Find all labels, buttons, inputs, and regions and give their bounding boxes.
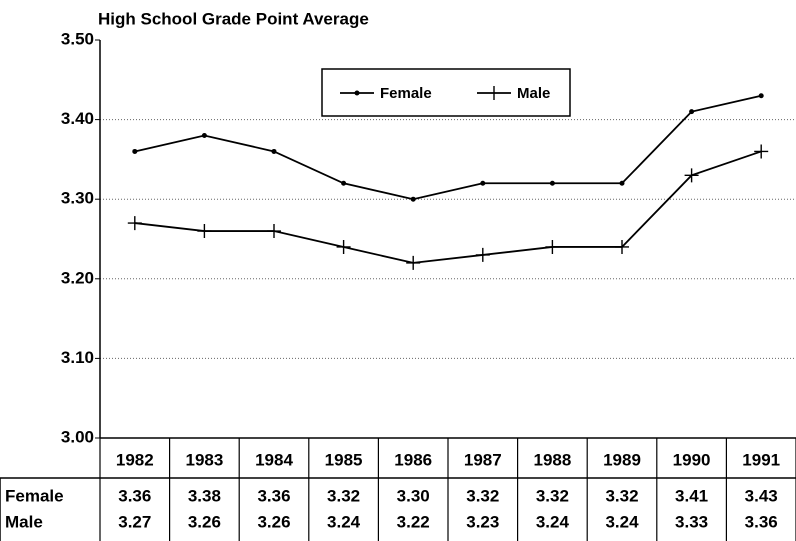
marker: [341, 180, 347, 186]
table-value: 3.24: [605, 512, 639, 531]
x-tick-label: 1985: [325, 450, 363, 469]
x-tick-label: 1983: [185, 450, 223, 469]
table-value: 3.33: [675, 512, 708, 531]
marker: [201, 133, 207, 139]
table-value: 3.32: [327, 486, 360, 505]
marker: [545, 239, 560, 254]
table-value: 3.24: [327, 512, 361, 531]
table-value: 3.30: [397, 486, 430, 505]
marker: [336, 239, 351, 254]
table-value: 3.36: [745, 512, 778, 531]
marker: [406, 255, 421, 270]
legend-label: Male: [517, 85, 550, 102]
y-tick-label: 3.40: [61, 109, 94, 128]
x-tick-label: 1988: [533, 450, 571, 469]
series-line: [134, 94, 762, 201]
y-tick-label: 3.20: [61, 268, 94, 287]
series-line: [134, 150, 762, 264]
y-tick-label: 3.50: [61, 29, 94, 48]
x-tick-label: 1986: [394, 450, 432, 469]
table-value: 3.36: [257, 486, 290, 505]
marker: [684, 168, 699, 183]
marker: [267, 224, 281, 239]
x-tick-label: 1987: [464, 450, 502, 469]
marker: [132, 148, 138, 154]
marker: [689, 109, 695, 115]
table-value: 3.22: [397, 512, 430, 531]
x-tick-label: 1989: [603, 450, 641, 469]
y-tick-label: 3.00: [61, 427, 94, 446]
marker: [480, 180, 486, 186]
table-value: 3.43: [745, 486, 778, 505]
legend-label: Female: [380, 85, 432, 102]
table-value: 3.24: [536, 512, 570, 531]
x-tick-label: 1991: [742, 450, 780, 469]
table-value: 3.27: [118, 512, 151, 531]
table-value: 3.36: [118, 486, 151, 505]
y-tick-label: 3.30: [61, 189, 94, 208]
marker: [619, 180, 625, 186]
x-tick-label: 1984: [255, 450, 293, 469]
table-row-label: Female: [5, 486, 64, 505]
legend-marker: [354, 90, 360, 96]
table-value: 3.41: [675, 486, 708, 505]
table-value: 3.26: [257, 512, 290, 531]
table-value: 3.32: [536, 486, 569, 505]
marker: [127, 216, 142, 231]
table-value: 3.23: [466, 512, 499, 531]
x-tick-label: 1982: [116, 450, 154, 469]
marker: [615, 239, 629, 254]
marker: [475, 247, 490, 262]
table-value: 3.26: [188, 512, 221, 531]
marker: [754, 144, 769, 159]
marker: [549, 180, 555, 186]
legend-box: [321, 68, 571, 117]
marker: [271, 148, 277, 154]
y-tick-label: 3.10: [61, 348, 94, 367]
table-row-label: Male: [5, 512, 43, 531]
table-value: 3.32: [605, 486, 638, 505]
marker: [410, 196, 416, 202]
chart-title: High School Grade Point Average: [98, 9, 369, 28]
table-value: 3.38: [188, 486, 221, 505]
marker: [197, 224, 212, 239]
x-tick-label: 1990: [673, 450, 711, 469]
table-value: 3.32: [466, 486, 499, 505]
marker: [758, 93, 764, 99]
